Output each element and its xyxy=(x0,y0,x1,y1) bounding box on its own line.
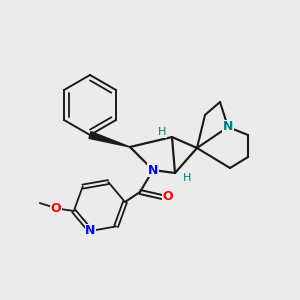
Text: N: N xyxy=(148,164,158,176)
Text: N: N xyxy=(85,224,96,237)
Text: O: O xyxy=(50,202,61,214)
Text: O: O xyxy=(163,190,173,203)
Text: N: N xyxy=(223,121,233,134)
Polygon shape xyxy=(89,132,130,147)
Text: H: H xyxy=(158,127,166,137)
Text: H: H xyxy=(183,173,191,183)
